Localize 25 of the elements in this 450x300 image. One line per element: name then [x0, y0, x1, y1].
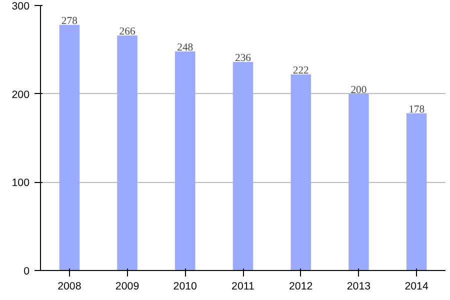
x-tick-label: 2008	[58, 280, 82, 292]
data-label: 236	[235, 53, 252, 64]
x-tick-label: 2009	[115, 280, 140, 292]
bar	[59, 24, 80, 270]
data-label: 248	[177, 42, 194, 54]
y-tick-label: 0	[24, 266, 30, 278]
bar	[348, 94, 369, 270]
data-label: 178	[408, 104, 425, 116]
bar	[290, 74, 311, 270]
data-label: 266	[119, 26, 136, 38]
y-tick-label: 300	[12, 0, 30, 12]
bar	[232, 62, 254, 270]
bar	[406, 113, 427, 270]
data-label: 200	[350, 84, 367, 96]
bar	[175, 51, 196, 270]
x-tick-label: 2013	[346, 280, 371, 292]
x-tick-label: 2014	[404, 280, 428, 292]
x-tick-label: 2012	[289, 280, 313, 292]
y-tick-label: 200	[12, 88, 30, 101]
bar	[117, 36, 138, 270]
data-label: 222	[292, 65, 309, 76]
data-label: 278	[61, 16, 78, 27]
y-tick-label: 100	[12, 177, 30, 190]
x-tick-label: 2011	[232, 280, 255, 292]
x-tick-label: 2010	[173, 280, 198, 292]
